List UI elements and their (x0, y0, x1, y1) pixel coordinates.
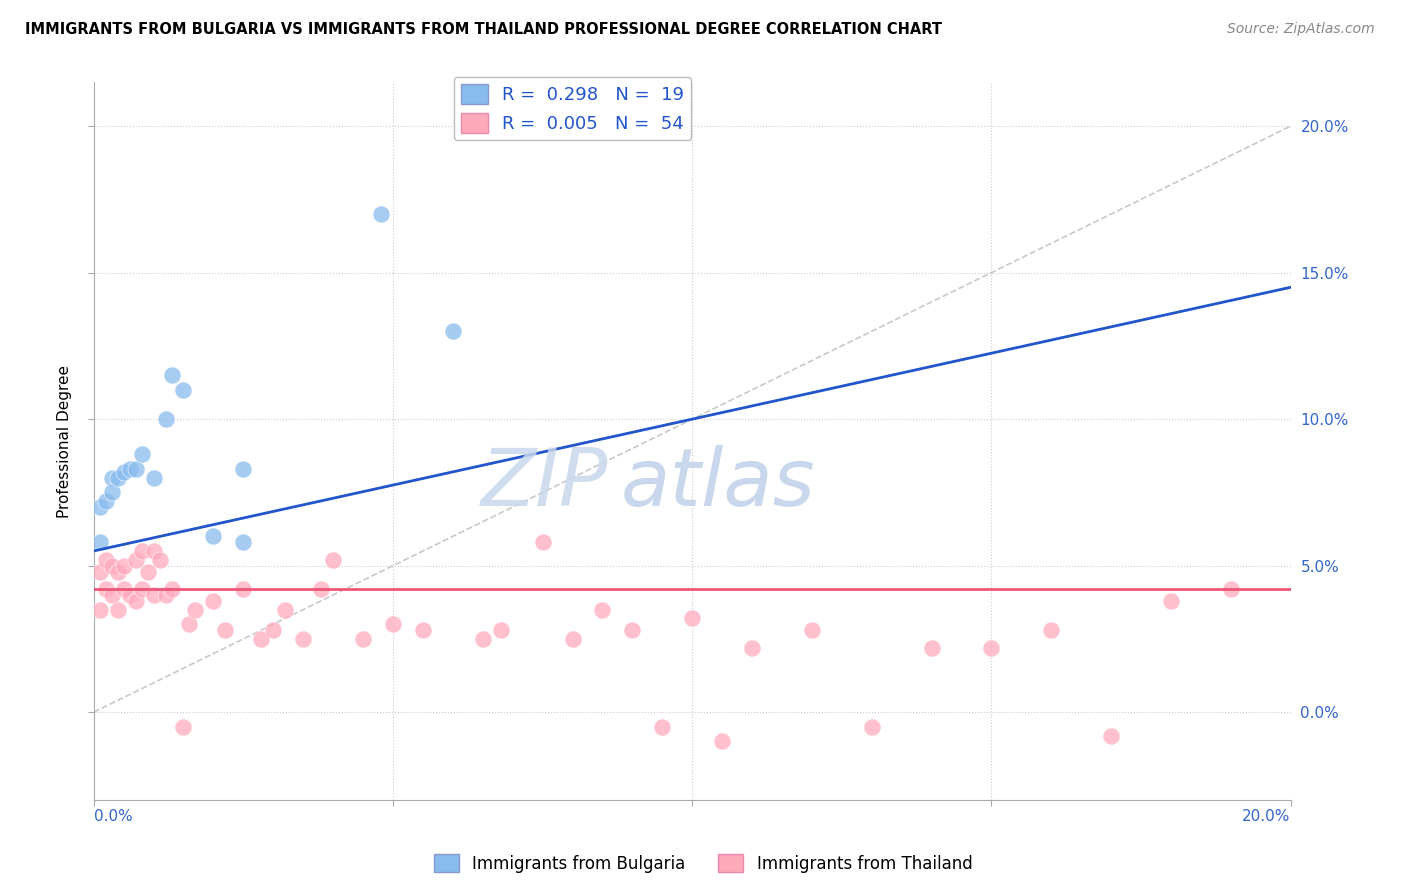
Point (1160, 594, 1182, 608)
Point (148, 553, 170, 567)
Point (711, 734, 734, 748)
Point (412, 623, 434, 637)
Text: 0.0%: 0.0% (94, 809, 132, 824)
Point (800, 623, 823, 637)
Point (274, 602, 297, 616)
Point (124, 462, 146, 476)
Point (100, 588, 122, 602)
Point (322, 553, 344, 567)
Text: IMMIGRANTS FROM BULGARIA VS IMMIGRANTS FROM THAILAND PROFESSIONAL DEGREE CORRELA: IMMIGRANTS FROM BULGARIA VS IMMIGRANTS F… (25, 22, 942, 37)
Point (124, 594, 146, 608)
Point (160, 368, 183, 383)
Point (100, 471, 122, 485)
Point (309, 582, 332, 596)
Point (1219, 582, 1241, 596)
Point (591, 602, 613, 616)
Point (980, 640, 1002, 655)
Point (131, 447, 153, 461)
Point (232, 535, 254, 549)
Point (155, 412, 177, 426)
Text: 20.0%: 20.0% (1243, 809, 1291, 824)
Point (94, 553, 117, 567)
Point (232, 582, 254, 596)
Point (292, 632, 315, 646)
Point (370, 207, 392, 221)
Point (124, 553, 146, 567)
Point (112, 582, 135, 596)
Point (131, 582, 153, 596)
Point (1040, 623, 1063, 637)
Point (100, 558, 122, 573)
Point (142, 544, 165, 558)
Point (921, 640, 943, 655)
Legend: Immigrants from Bulgaria, Immigrants from Thailand: Immigrants from Bulgaria, Immigrants fro… (427, 847, 979, 880)
Text: Source: ZipAtlas.com: Source: ZipAtlas.com (1227, 22, 1375, 37)
Point (232, 462, 254, 476)
Point (107, 565, 129, 579)
Point (107, 471, 129, 485)
Point (352, 632, 374, 646)
Point (142, 471, 165, 485)
Point (214, 623, 236, 637)
Point (860, 720, 883, 734)
Point (184, 602, 207, 616)
Point (131, 544, 153, 558)
Point (89, 565, 111, 579)
Point (471, 632, 494, 646)
Y-axis label: Professional Degree: Professional Degree (58, 365, 72, 517)
Point (381, 617, 404, 632)
Point (155, 588, 177, 602)
Point (118, 462, 141, 476)
Point (142, 588, 165, 602)
Point (160, 582, 183, 596)
Point (107, 602, 129, 616)
Point (179, 617, 201, 632)
Legend: R =  0.298   N =  19, R =  0.005   N =  54: R = 0.298 N = 19, R = 0.005 N = 54 (454, 77, 692, 140)
Point (173, 720, 195, 734)
Point (621, 623, 644, 637)
Point (741, 640, 763, 655)
Point (136, 565, 159, 579)
Point (89, 602, 111, 616)
Text: ZIP: ZIP (481, 445, 609, 524)
Point (94, 494, 117, 508)
Point (262, 623, 284, 637)
Point (250, 632, 273, 646)
Point (202, 594, 225, 608)
Point (651, 720, 673, 734)
Point (94, 582, 117, 596)
Point (1099, 729, 1122, 743)
Point (561, 632, 583, 646)
Point (681, 611, 703, 625)
Point (202, 529, 225, 543)
Point (112, 465, 135, 479)
Point (100, 485, 122, 500)
Point (489, 623, 512, 637)
Point (441, 324, 464, 338)
Point (89, 535, 111, 549)
Point (118, 588, 141, 602)
Point (112, 558, 135, 573)
Text: atlas: atlas (620, 445, 815, 524)
Point (173, 383, 195, 397)
Point (89, 500, 111, 514)
Point (531, 535, 554, 549)
